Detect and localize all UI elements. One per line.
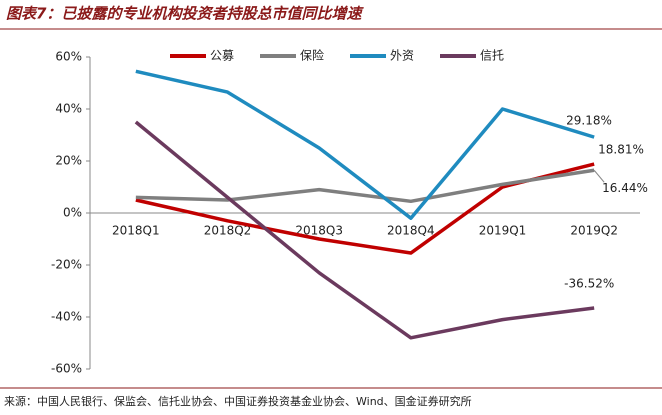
data-label: 18.81% xyxy=(598,143,644,157)
x-tick-label: 2018Q1 xyxy=(112,224,160,238)
y-tick-label: 0% xyxy=(63,206,82,220)
legend-label: 外资 xyxy=(390,49,414,63)
source: 来源：中国人民银行、保监会、信托业协会、中国证券投资基金业协会、Wind、国金证… xyxy=(4,394,472,408)
y-tick-label: 40% xyxy=(55,102,82,116)
legend-label: 信托 xyxy=(480,49,504,63)
x-tick-label: 2018Q2 xyxy=(204,224,252,238)
y-tick-label: 20% xyxy=(55,154,82,168)
x-tick-label: 2018Q3 xyxy=(295,224,343,238)
chart-title: 图表7：已披露的专业机构投资者持股总市值同比增速 xyxy=(6,5,364,23)
y-tick-label: -40% xyxy=(51,310,82,324)
series-line xyxy=(134,120,595,340)
y-tick-label: -60% xyxy=(51,362,82,376)
x-tick-label: 2019Q2 xyxy=(570,224,618,238)
legend-label: 公募 xyxy=(210,49,234,63)
series-line xyxy=(135,168,595,204)
data-label: 29.18% xyxy=(566,114,612,128)
series-line xyxy=(135,69,595,220)
x-tick-label: 2019Q1 xyxy=(479,224,527,238)
leader-line xyxy=(593,169,605,183)
y-tick-label: 60% xyxy=(55,50,82,64)
data-label: -36.52% xyxy=(564,276,614,290)
data-label: 16.44% xyxy=(602,181,648,195)
legend-label: 保险 xyxy=(300,48,324,63)
y-tick-label: -20% xyxy=(51,258,82,272)
x-tick-label: 2018Q4 xyxy=(387,224,435,238)
